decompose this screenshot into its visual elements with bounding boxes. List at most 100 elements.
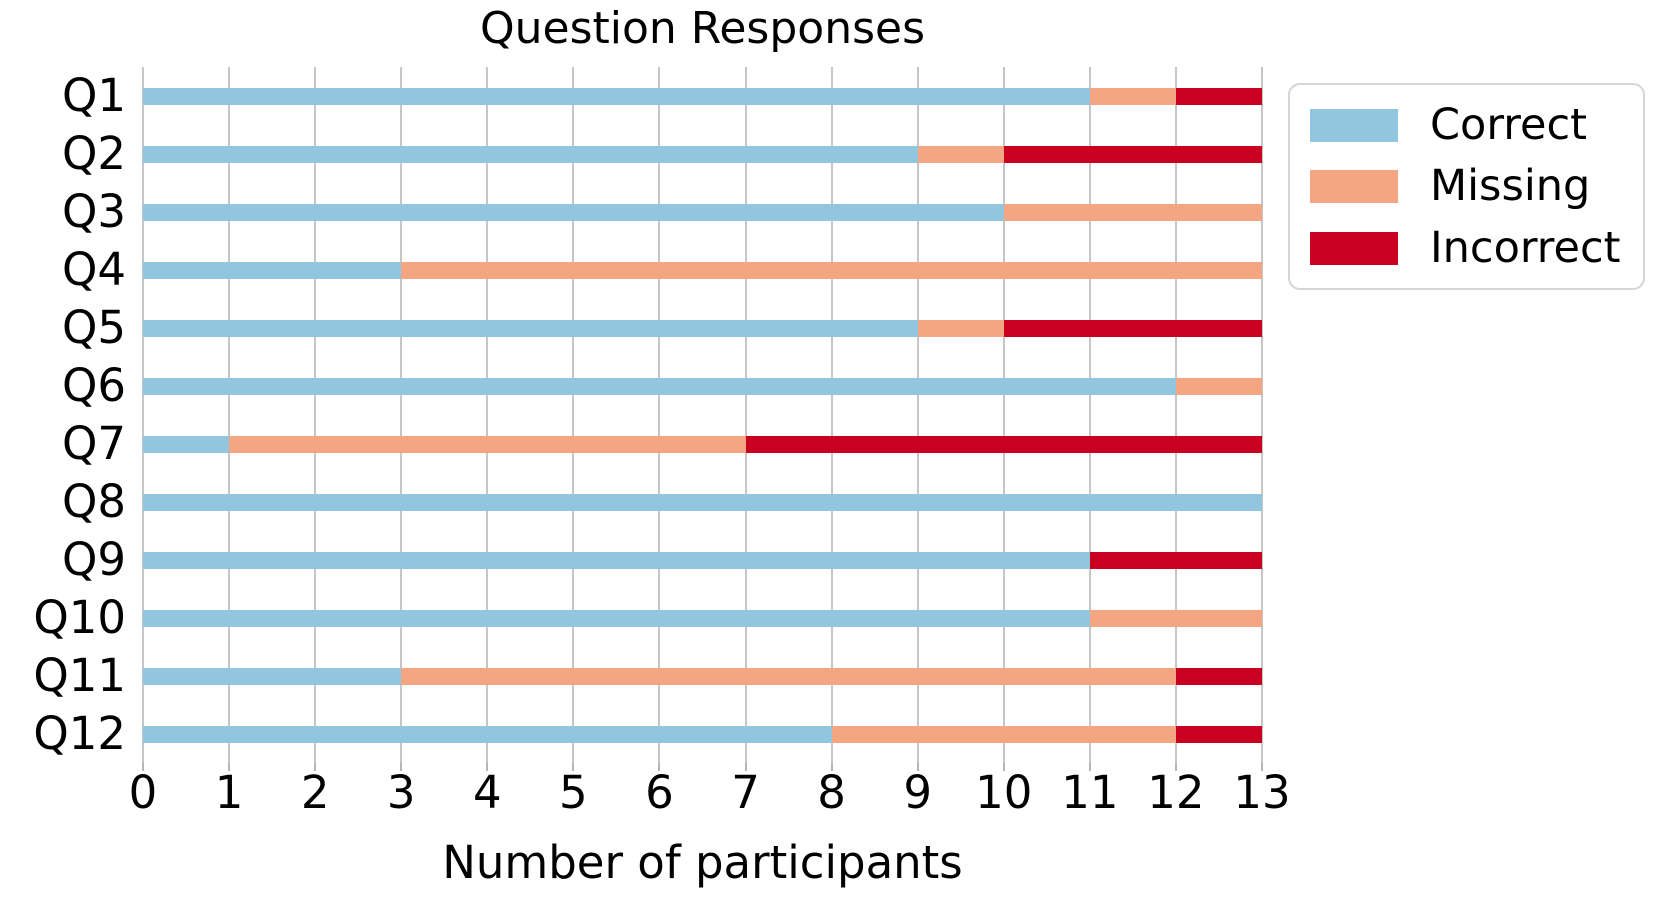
- bar-segment-q11-correct: [143, 667, 402, 685]
- legend-swatch-missing: [1310, 170, 1398, 203]
- x-tickmark-9: [916, 763, 919, 771]
- y-tick-label-q6: Q6: [61, 359, 126, 412]
- x-axis-label: Number of participants: [442, 836, 963, 889]
- x-tick-label-5: 5: [559, 766, 588, 819]
- bar-row-q4: [143, 261, 1262, 279]
- legend: Correct Missing Incorrect: [1288, 83, 1645, 290]
- y-tick-label-q1: Q1: [61, 69, 126, 122]
- x-tick-label-1: 1: [214, 766, 244, 819]
- x-tick-label-11: 11: [1061, 766, 1119, 819]
- gridline-x-11: [1088, 67, 1091, 763]
- bar-row-q6: [143, 377, 1262, 395]
- bar-row-q2: [143, 145, 1262, 163]
- x-tick-label-7: 7: [731, 766, 760, 819]
- gridline-x-9: [916, 67, 919, 763]
- gridline-x-13: [1261, 67, 1263, 763]
- x-tickmark-10: [1002, 763, 1005, 771]
- bar-row-q1: [143, 87, 1262, 105]
- legend-item-correct: Correct: [1310, 99, 1643, 150]
- x-tickmark-0: [142, 763, 144, 771]
- y-tick-label-q4: Q4: [61, 243, 126, 296]
- y-tick-label-q10: Q10: [33, 591, 126, 644]
- gridline-x-6: [658, 67, 661, 763]
- y-tick-label-q3: Q3: [61, 185, 126, 238]
- x-tick-label-2: 2: [300, 766, 330, 819]
- bar-segment-q2-missing: [917, 145, 1004, 163]
- legend-item-missing: Missing: [1310, 165, 1643, 208]
- x-tickmark-13: [1261, 763, 1263, 771]
- bar-segment-q6-correct: [143, 377, 1176, 395]
- y-tick-label-q8: Q8: [61, 475, 126, 528]
- bar-segment-q3-correct: [143, 203, 1004, 221]
- bar-segment-q12-correct: [143, 725, 832, 743]
- x-tick-label-10: 10: [975, 766, 1033, 819]
- bar-segment-q4-correct: [143, 261, 402, 279]
- bar-segment-q4-missing: [401, 261, 1262, 279]
- bar-segment-q5-missing: [917, 319, 1004, 337]
- bar-segment-q10-missing: [1089, 609, 1262, 627]
- gridline-x-1: [228, 67, 231, 763]
- bar-segment-q5-incorrect: [1003, 319, 1262, 337]
- bar-segment-q6-missing: [1175, 377, 1262, 395]
- bar-segment-q5-correct: [143, 319, 918, 337]
- x-tickmark-5: [572, 763, 575, 771]
- bar-segment-q12-missing: [831, 725, 1176, 743]
- x-tickmark-2: [314, 763, 317, 771]
- bar-row-q10: [143, 609, 1262, 627]
- legend-label-correct: Correct: [1430, 99, 1587, 150]
- gridline-x-0: [142, 67, 144, 763]
- gridline-x-5: [572, 67, 575, 763]
- bar-row-q8: [143, 493, 1262, 511]
- bar-row-q9: [143, 551, 1262, 569]
- y-tick-label-q11: Q11: [33, 649, 126, 702]
- y-tick-label-q12: Q12: [33, 707, 126, 760]
- gridline-x-4: [486, 67, 489, 763]
- chart-title: Question Responses: [479, 3, 926, 54]
- gridline-x-12: [1174, 67, 1177, 763]
- bar-segment-q9-incorrect: [1089, 551, 1262, 569]
- x-tickmark-7: [744, 763, 747, 771]
- bar-segment-q10-correct: [143, 609, 1090, 627]
- x-tick-label-3: 3: [386, 766, 416, 819]
- gridline-x-3: [400, 67, 403, 763]
- legend-swatch-incorrect: [1310, 231, 1398, 265]
- x-tick-label-12: 12: [1147, 766, 1205, 819]
- x-tickmark-11: [1088, 763, 1091, 771]
- x-tickmark-6: [658, 763, 661, 771]
- legend-item-incorrect: Incorrect: [1310, 226, 1643, 270]
- bar-segment-q9-correct: [143, 551, 1090, 569]
- x-tick-label-13: 13: [1233, 766, 1291, 819]
- y-tick-label-q5: Q5: [61, 301, 126, 354]
- x-tickmark-4: [486, 763, 489, 771]
- legend-label-missing: Missing: [1430, 161, 1591, 211]
- bar-segment-q1-missing: [1089, 87, 1176, 105]
- bar-segment-q7-missing: [229, 435, 746, 453]
- x-tickmark-12: [1174, 763, 1177, 771]
- bar-segment-q8-correct: [143, 493, 1262, 511]
- x-tick-label-0: 0: [128, 766, 158, 819]
- bar-segment-q2-correct: [143, 145, 918, 163]
- bar-segment-q7-incorrect: [745, 435, 1262, 453]
- bar-segment-q12-incorrect: [1175, 725, 1262, 743]
- bar-row-q3: [143, 203, 1262, 221]
- bar-row-q7: [143, 435, 1262, 453]
- y-tick-label-q2: Q2: [61, 127, 126, 180]
- x-tickmark-1: [228, 763, 231, 771]
- gridline-x-2: [314, 67, 317, 763]
- bar-row-q5: [143, 319, 1262, 337]
- gridline-x-10: [1002, 67, 1005, 763]
- y-tick-label-q7: Q7: [61, 417, 126, 470]
- bar-segment-q7-correct: [143, 435, 230, 453]
- y-tick-label-q9: Q9: [61, 533, 126, 586]
- x-tick-label-9: 9: [903, 766, 933, 819]
- x-tick-label-6: 6: [645, 766, 674, 819]
- legend-swatch-correct: [1310, 108, 1398, 142]
- bar-segment-q1-correct: [143, 87, 1090, 105]
- bar-segment-q3-missing: [1003, 203, 1262, 221]
- x-tick-label-8: 8: [817, 766, 846, 819]
- x-tickmark-3: [400, 763, 403, 771]
- bar-segment-q11-incorrect: [1175, 667, 1262, 685]
- bar-row-q12: [143, 725, 1262, 743]
- bar-segment-q2-incorrect: [1003, 145, 1262, 163]
